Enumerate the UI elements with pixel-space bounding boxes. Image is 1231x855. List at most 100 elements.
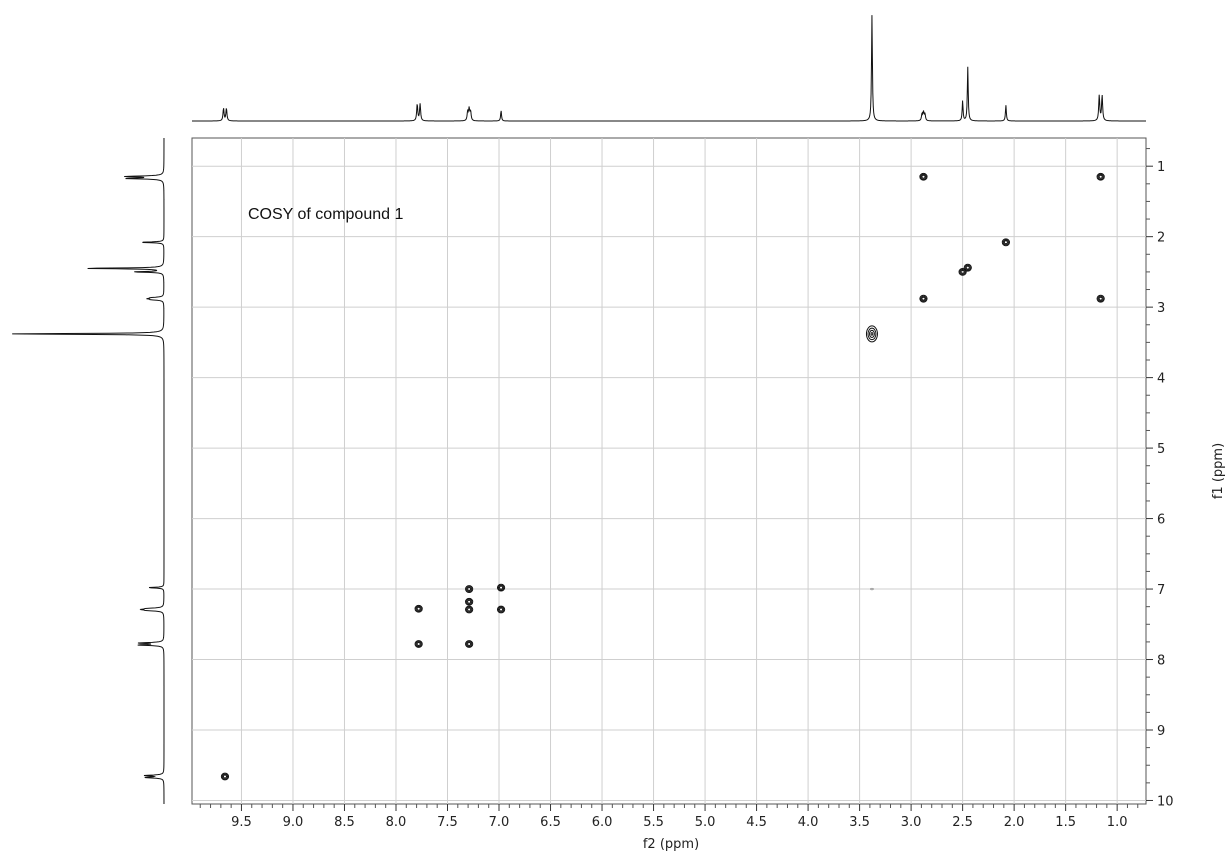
cross-peak-contour	[965, 265, 970, 270]
x-tick-label: 9.0	[283, 815, 304, 830]
cross-peak-contour	[465, 585, 474, 593]
y-tick-label: 10	[1157, 794, 1174, 809]
cross-peak-contour	[1001, 238, 1010, 247]
cross-peak-contour	[467, 607, 472, 612]
y-tick-label: 5	[1157, 442, 1165, 457]
grid-lines	[192, 138, 1146, 804]
cross-peak-contour	[1096, 294, 1105, 303]
x-tick-label: 5.0	[695, 815, 716, 830]
x-tick-label: 1.5	[1055, 815, 1076, 830]
cross-peak	[465, 585, 474, 593]
cross-peak-contour	[496, 583, 506, 592]
x-tick-label: 1.0	[1107, 815, 1128, 830]
x-tick-label: 9.5	[231, 815, 252, 830]
cross-peak-contour	[496, 605, 506, 614]
cross-peak-contour	[416, 642, 421, 647]
cross-peak-contour	[919, 294, 928, 303]
y-axis-label: f1 (ppm)	[1211, 443, 1226, 499]
x-tick-label: 2.5	[952, 815, 973, 830]
cross-peak-contour	[1098, 296, 1103, 301]
cross-peak	[496, 583, 506, 592]
cross-peaks	[220, 172, 1105, 781]
cross-peak-contour	[466, 641, 473, 647]
x-tick-label: 6.5	[540, 815, 561, 830]
cross-peak	[465, 640, 474, 648]
cross-peak-contour	[1097, 173, 1104, 180]
cross-peak	[865, 325, 878, 343]
cross-peak-contour	[466, 598, 473, 605]
cross-peak	[919, 172, 928, 181]
y-tick-label: 2	[1157, 231, 1165, 246]
x-tick-label: 3.5	[849, 815, 870, 830]
cross-peak-contour	[960, 269, 965, 274]
y-tick-label: 3	[1157, 301, 1165, 316]
cross-peak	[414, 604, 423, 613]
cross-peak-contour	[466, 606, 473, 613]
left-projection-trace	[12, 138, 165, 804]
cross-peak-contour	[921, 174, 926, 179]
cross-peak-contour	[1097, 295, 1104, 302]
cross-peak-contour	[1003, 240, 1008, 245]
cross-peak-contour	[467, 599, 472, 604]
cross-peak-contour	[414, 604, 423, 613]
cross-peak-contour	[870, 587, 874, 591]
cross-peak-contour	[414, 640, 423, 648]
y-tick-label: 8	[1157, 654, 1165, 669]
cross-peak-contour	[497, 584, 505, 591]
y-axis: 1 2 3 4 5 6 7 8 9 10	[1146, 148, 1174, 809]
x-tick-label: 4.5	[746, 815, 767, 830]
cross-peak-contour	[465, 597, 474, 606]
cross-peak	[958, 268, 967, 276]
x-tick-label: 8.0	[386, 815, 407, 830]
y-tick-label: 9	[1157, 724, 1165, 739]
y-tick-label: 1	[1157, 160, 1165, 175]
cross-peak-contour	[1096, 172, 1105, 181]
cross-peak-contour	[919, 172, 928, 181]
x-axis: 9.5 9.0 8.5 8.0 7.5 7.0 6.5 6.0 5.5 5.0 4.5 4.0 3.5 3…	[199, 804, 1139, 830]
top-projection-spectrum	[192, 15, 1146, 122]
cross-peak-contour	[865, 325, 878, 343]
cross-peak-contour	[415, 641, 422, 647]
left-projection-spectrum	[12, 138, 165, 804]
cross-peak	[465, 605, 474, 614]
cross-peak-contour	[498, 585, 504, 590]
cross-peak-contour	[221, 773, 229, 780]
cross-peak	[1096, 294, 1105, 303]
cross-peak	[1096, 172, 1105, 181]
cross-peak	[870, 587, 874, 591]
cross-peak	[465, 597, 474, 606]
cross-peak-contour	[1002, 239, 1009, 246]
y-tick-label: 7	[1157, 583, 1165, 598]
cross-peak-contour	[867, 327, 877, 341]
cross-peak-contour	[465, 605, 474, 614]
y-tick-label: 4	[1157, 372, 1165, 387]
cross-peak-contour	[1098, 174, 1103, 179]
plot-area	[191, 137, 1147, 805]
x-tick-label: 2.0	[1004, 815, 1025, 830]
cross-peak-contour	[963, 263, 972, 272]
cross-peak-contour	[220, 772, 230, 781]
cross-peak	[496, 605, 506, 614]
cross-peak-contour	[870, 332, 874, 336]
cross-peak	[919, 294, 928, 303]
x-tick-label: 3.0	[901, 815, 922, 830]
cross-peak-contour	[921, 296, 926, 301]
cross-peak-contour	[498, 607, 504, 612]
cross-peak-contour	[415, 605, 422, 612]
x-tick-label: 6.0	[592, 815, 613, 830]
cross-peak-contour	[466, 586, 473, 592]
y-tick-label: 6	[1157, 513, 1165, 528]
cross-peak-contour	[497, 606, 505, 613]
cross-peak-contour	[869, 329, 875, 338]
x-tick-label: 7.5	[437, 815, 458, 830]
cross-peak-contour	[964, 264, 971, 271]
cross-peak-contour	[920, 173, 927, 180]
cross-peak-contour	[416, 606, 421, 611]
cross-peak-contour	[959, 268, 966, 275]
cross-peak	[414, 640, 423, 648]
cross-peak	[963, 263, 972, 272]
cross-peak	[1001, 238, 1010, 247]
cross-peak-contour	[467, 587, 472, 592]
top-projection-trace	[192, 15, 1146, 122]
